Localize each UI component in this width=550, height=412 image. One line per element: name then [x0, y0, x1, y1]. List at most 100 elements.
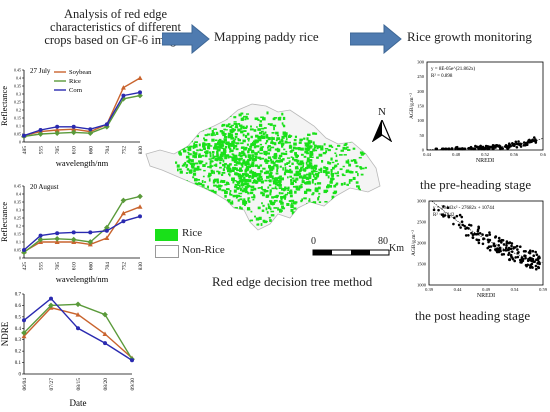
rice-pixel [251, 149, 255, 153]
rice-pixel [224, 194, 227, 198]
rice-pixel [260, 116, 264, 119]
rice-pixel [234, 226, 237, 230]
rice-pixel [320, 171, 323, 173]
y-tick-label: 0.3 [15, 338, 22, 343]
rice-pixel [286, 187, 290, 190]
rice-pixel [306, 149, 310, 152]
rice-pixel [271, 137, 275, 140]
rice-pixel [261, 146, 264, 148]
rice-pixel [217, 198, 220, 202]
rice-pixel [236, 180, 240, 183]
scatter-point [444, 147, 447, 151]
rice-pixel [188, 153, 192, 156]
rice-pixel [234, 172, 238, 176]
rice-pixel [260, 186, 263, 190]
rice-pixel [234, 164, 238, 166]
scatter-point [520, 256, 524, 259]
series-point-soybean [75, 312, 81, 317]
series-point-corn [130, 358, 134, 363]
rice-pixel [310, 140, 313, 144]
scatter-point [533, 260, 536, 264]
rice-pixel [270, 166, 275, 170]
scatter-point [443, 214, 447, 217]
rice-pixel [218, 187, 222, 191]
rice-pixel [260, 134, 263, 139]
scatter-point [515, 244, 519, 248]
rice-pixel [257, 173, 262, 175]
rice-pixel [197, 182, 201, 185]
rice-pixel [246, 132, 250, 136]
rice-pixel [317, 186, 321, 190]
rice-pixel [281, 112, 284, 116]
rice-pixel [229, 147, 232, 151]
rice-pixel [254, 152, 258, 156]
rice-pixel [250, 135, 253, 139]
rice-pixel [334, 183, 338, 186]
series-point-corn [76, 326, 80, 331]
rice-pixel [312, 169, 316, 173]
rice-pixel [271, 187, 275, 190]
rice-pixel [282, 158, 285, 161]
rice-pixel [244, 226, 248, 229]
rice-pixel [245, 173, 249, 176]
rice-pixel [228, 173, 230, 176]
scatter-point [477, 145, 481, 149]
rice-pixel [231, 226, 235, 228]
rice-pixel [307, 148, 310, 151]
rice-pixel [304, 147, 307, 151]
scatter-point [538, 262, 541, 266]
rice-pixel [244, 191, 249, 194]
series-point-corn [88, 230, 93, 235]
scatter-point [460, 220, 464, 224]
rice-pixel [200, 149, 203, 152]
rice-pixel [202, 142, 205, 145]
y-axis-label: AGB/g.m⁻² [409, 93, 415, 119]
scale-unit-label: Km [389, 243, 404, 254]
rice-pixel [229, 192, 231, 196]
rice-pixel [239, 167, 242, 170]
rice-pixel [287, 141, 291, 144]
rice-pixel [311, 178, 315, 181]
rice-pixel [281, 122, 284, 125]
rice-pixel [224, 156, 228, 160]
rice-pixel [238, 152, 243, 155]
series-point-corn [88, 127, 93, 132]
rice-pixel [197, 128, 200, 132]
rice-pixel [247, 192, 250, 195]
rice-pixel [184, 122, 188, 126]
rice-pixel [248, 175, 251, 179]
y-tick-label: 0 [19, 140, 21, 145]
scatter-point [518, 245, 522, 249]
mapping-title: Mapping paddy rice [214, 29, 319, 44]
plot-frame [428, 200, 544, 286]
rice-pixel [355, 171, 358, 174]
rice-pixel [301, 177, 304, 180]
rice-pixel [265, 158, 267, 161]
rice-pixel [272, 203, 275, 205]
rice-pixel [331, 195, 335, 199]
rice-pixel [222, 159, 225, 163]
rice-pixel [273, 154, 277, 157]
rice-pixel [204, 181, 207, 183]
scatter-point [492, 147, 495, 151]
rice-pixel [239, 185, 241, 188]
rice-pixel [243, 147, 246, 151]
rice-pixel [185, 155, 190, 159]
y-tick-label: 0.5 [15, 315, 22, 320]
rice-pixel [184, 161, 187, 165]
rice-pixel [213, 184, 217, 187]
rice-pixel [255, 180, 258, 184]
rice-pixel [198, 153, 201, 156]
rice-pixel [216, 145, 221, 149]
x-tick-label: 485 [22, 146, 28, 155]
rice-pixel [186, 168, 190, 171]
rice-pixel [269, 171, 273, 175]
rice-pixel [276, 137, 280, 141]
rice-pixel [283, 216, 286, 220]
rice-pixel [178, 150, 181, 153]
x-axis-label: NREDI [477, 293, 495, 299]
rice-pixel [240, 142, 244, 145]
x-tick-label: 660 [88, 262, 94, 271]
rice-pixel [325, 173, 328, 177]
rice-pixel [290, 224, 294, 227]
